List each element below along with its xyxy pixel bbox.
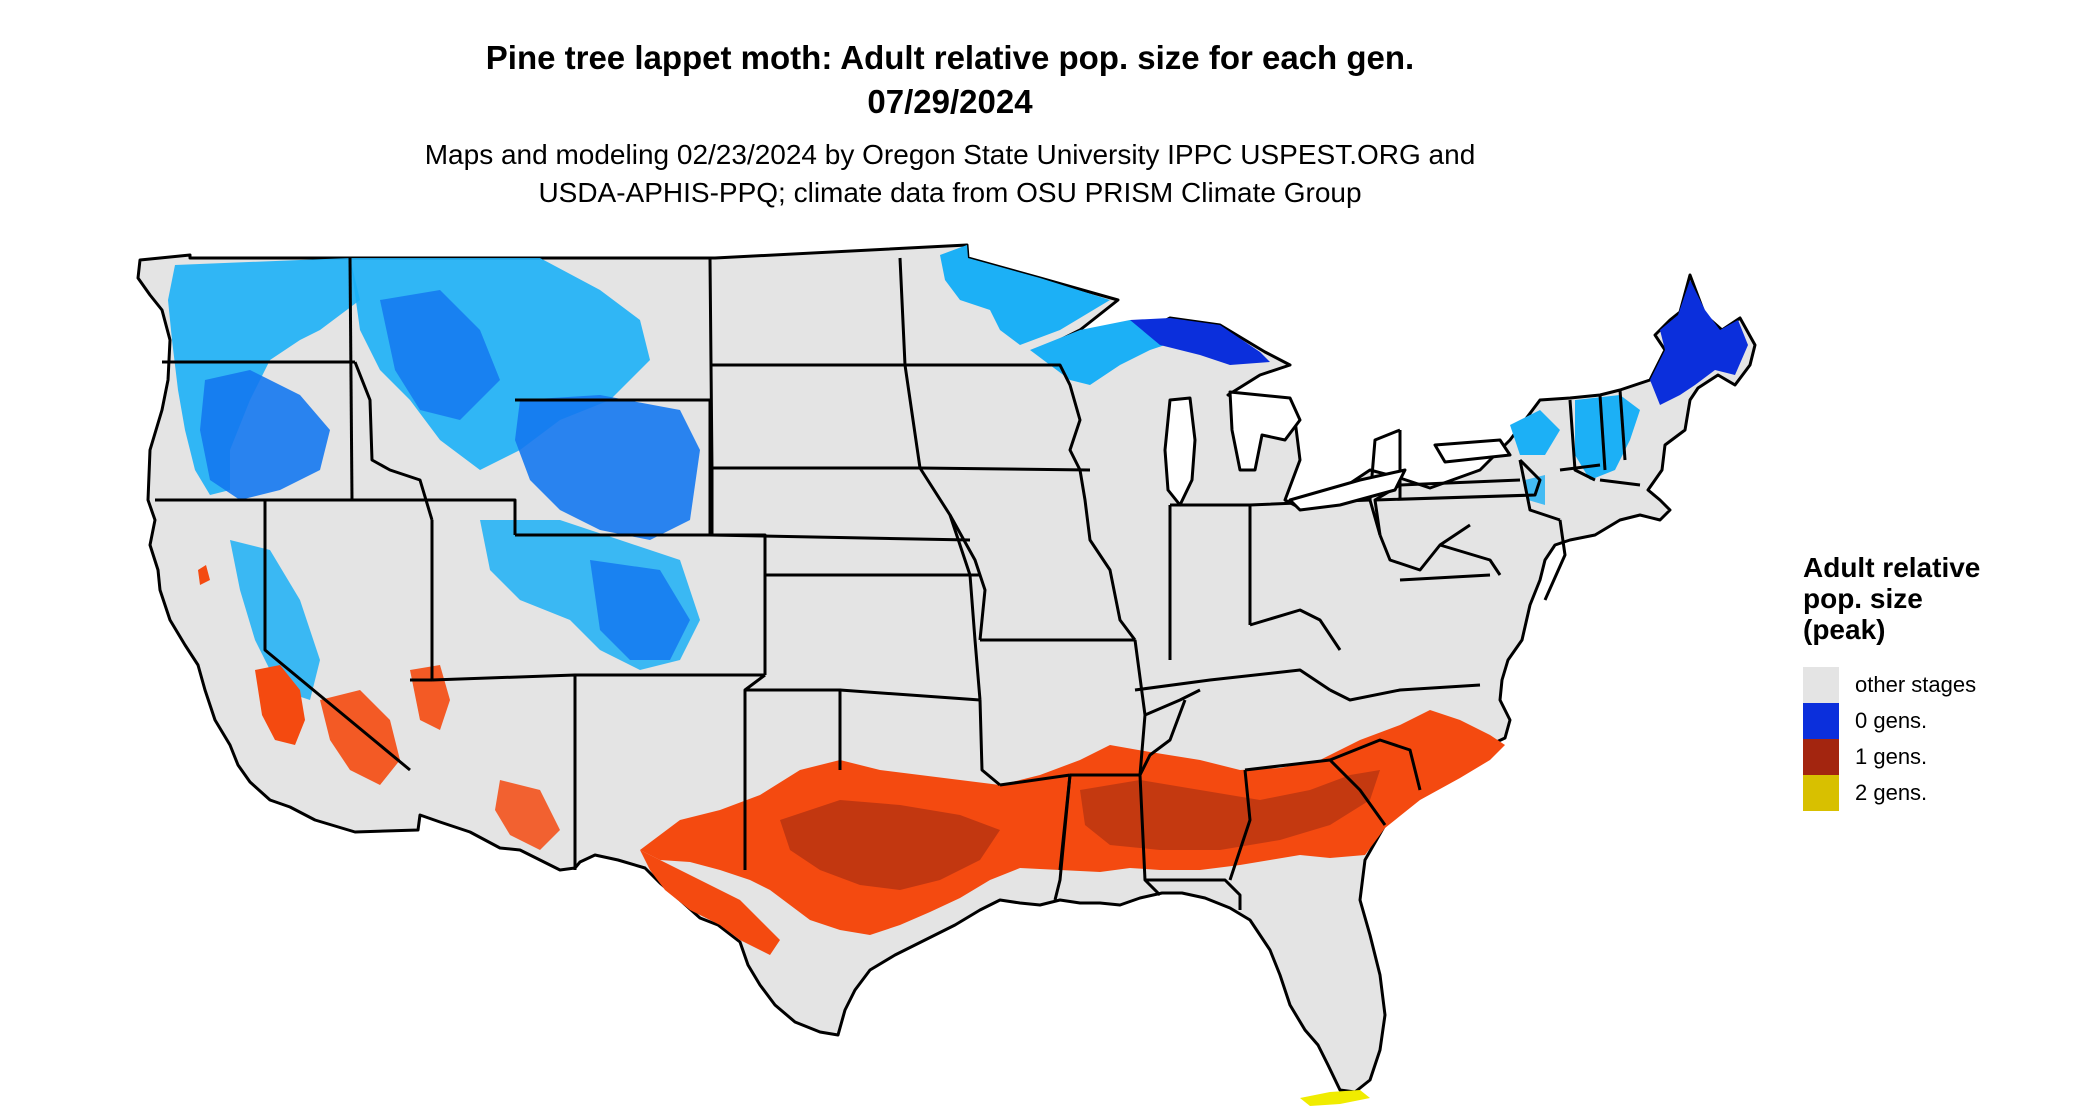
map-title: Pine tree lappet moth: Adult relative po… — [0, 36, 1900, 124]
legend-label-0-gens: 0 gens. — [1855, 708, 1928, 733]
legend-swatch-0-gens — [1803, 703, 1839, 739]
legend-title-line2: pop. size — [1803, 583, 1923, 614]
red-southern-california — [255, 665, 305, 745]
map-subtitle: Maps and modeling 02/23/2024 by Oregon S… — [0, 136, 1900, 212]
red-southeast-dark — [1080, 770, 1380, 850]
legend-item-2-gens: 2 gens. — [1803, 775, 2093, 811]
blue-northern-rockies-dark — [380, 290, 500, 420]
legend-swatch-1-gens — [1803, 739, 1839, 775]
blue-maine — [1650, 280, 1748, 405]
lake-huron — [1228, 390, 1302, 472]
legend: Adult relative pop. size (peak) other st… — [1803, 552, 2093, 811]
blue-upper-peninsula — [1030, 320, 1180, 385]
red-arizona-south — [495, 780, 560, 850]
blue-wyoming — [515, 395, 700, 540]
blue-new-york-adirondack — [1510, 410, 1560, 455]
legend-label-other-stages: other stages — [1855, 672, 1977, 697]
blue-sierra — [230, 540, 320, 700]
blue-upper-peninsula-dark — [1130, 318, 1270, 365]
red-california-central — [198, 565, 210, 585]
legend-items: other stages 0 gens. 1 gens. 2 gens. — [1803, 667, 2093, 811]
legend-swatch-other-stages — [1803, 667, 1839, 703]
map-subtitle-line1: Maps and modeling 02/23/2024 by Oregon S… — [424, 139, 1476, 170]
legend-item-other-stages: other stages — [1803, 667, 2093, 703]
blue-northwest-dark — [200, 370, 330, 500]
legend-title-line3: (peak) — [1803, 614, 1886, 645]
red-texas-west — [640, 850, 780, 955]
us-landmass — [136, 243, 1757, 1094]
legend-title: Adult relative pop. size (peak) — [1803, 552, 2093, 645]
red-southern-band-dark — [780, 800, 1000, 890]
great-lakes — [1163, 390, 1512, 512]
zero-gens-areas — [168, 245, 1748, 700]
two-gens-florida-keys — [1300, 1090, 1370, 1106]
lake-ontario — [1433, 438, 1512, 464]
legend-label-1-gens: 1 gens. — [1855, 744, 1928, 769]
lake-michigan — [1163, 396, 1197, 507]
legend-item-1-gens: 1 gens. — [1803, 739, 2093, 775]
lake-erie — [1288, 468, 1407, 512]
legend-label-2-gens: 2 gens. — [1855, 780, 1928, 805]
map-title-line1: Pine tree lappet moth: Adult relative po… — [485, 39, 1415, 76]
blue-great-lakes-west — [940, 245, 1110, 345]
map-title-date: 07/29/2024 — [867, 83, 1033, 120]
legend-title-line1: Adult relative — [1803, 552, 1981, 583]
legend-item-0-gens: 0 gens. — [1803, 703, 2093, 739]
blue-colorado-dark — [590, 560, 690, 660]
map-subtitle-line2: USDA-APHIS-PPQ; climate data from OSU PR… — [538, 177, 1362, 208]
blue-new-england — [1575, 395, 1640, 480]
legend-swatch-2-gens — [1803, 775, 1839, 811]
